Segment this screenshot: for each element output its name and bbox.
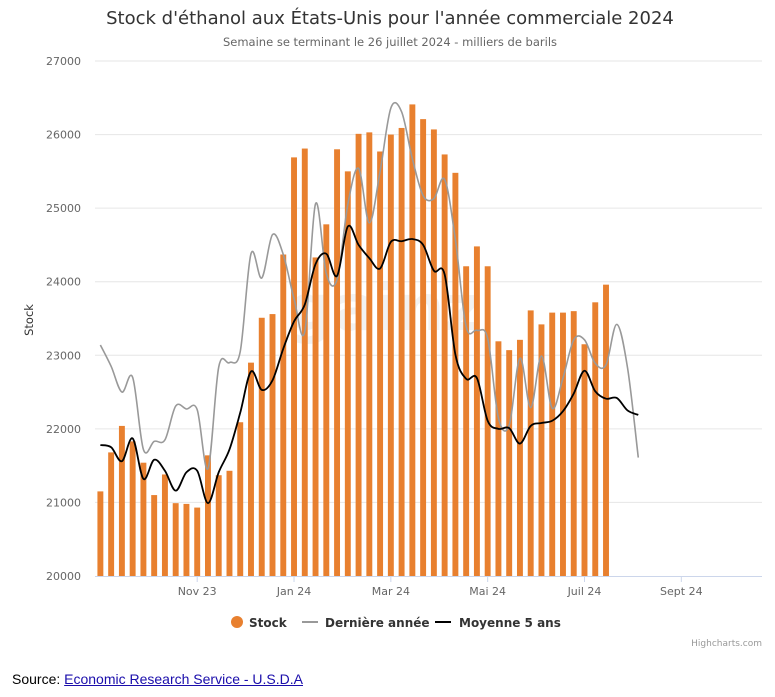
avg5-line[interactable]: [100, 224, 639, 505]
stock-bar[interactable]: [538, 324, 545, 576]
y-tick-label: 27000: [46, 55, 81, 68]
credits-link[interactable]: Highcharts.com: [691, 639, 762, 649]
legend-stock-label: Stock: [249, 616, 288, 630]
y-tick-label: 22000: [46, 423, 81, 436]
legend-avg5-label: Moyenne 5 ans: [459, 616, 561, 630]
stock-bar[interactable]: [355, 133, 362, 577]
stock-bar[interactable]: [301, 148, 308, 577]
y-tick-label: 24000: [46, 276, 81, 289]
stock-bar[interactable]: [366, 132, 373, 576]
stock-bar[interactable]: [473, 246, 480, 576]
stock-bar[interactable]: [269, 314, 276, 576]
y-tick-label: 20000: [46, 570, 81, 583]
legend-item-stock[interactable]: Stock: [231, 616, 288, 630]
y-axis-label: Stock: [22, 304, 36, 336]
x-tick-label: Juil 24: [567, 585, 602, 598]
stock-bar[interactable]: [140, 462, 147, 576]
stock-bar[interactable]: [344, 171, 351, 576]
stock-bar[interactable]: [377, 151, 384, 576]
chart-subtitle: Semaine se terminant le 26 juillet 2024 …: [223, 35, 557, 49]
stock-bar[interactable]: [172, 503, 179, 576]
stock-bar[interactable]: [409, 104, 416, 577]
stock-bar[interactable]: [237, 422, 244, 576]
stock-bar[interactable]: [495, 341, 502, 576]
chart: gainz Stock d'éthanol aux États-Unis pou…: [22, 7, 762, 649]
stock-bar[interactable]: [592, 302, 599, 576]
stock-bar[interactable]: [549, 312, 556, 576]
stock-bar[interactable]: [603, 284, 609, 576]
x-tick-label: Jan 24: [276, 585, 311, 598]
last-year-line[interactable]: [99, 101, 640, 470]
stock-bar[interactable]: [506, 350, 513, 576]
y-tick-label: 25000: [46, 202, 81, 215]
stock-bar[interactable]: [516, 339, 523, 576]
stock-bar[interactable]: [161, 474, 168, 576]
legend-item-avg5[interactable]: Moyenne 5 ans: [435, 616, 561, 630]
stock-bar[interactable]: [226, 470, 233, 576]
stock-bar[interactable]: [248, 362, 254, 576]
stock-bar[interactable]: [118, 425, 125, 576]
legend-item-last-year[interactable]: Dernière année: [302, 616, 430, 630]
stock-bar[interactable]: [560, 312, 566, 576]
source-line: Source: Economic Research Service - U.S.…: [12, 671, 303, 687]
stock-bar[interactable]: [581, 344, 588, 576]
chart-title: Stock d'éthanol aux États-Unis pour l'an…: [106, 7, 674, 29]
stock-bar[interactable]: [280, 254, 287, 576]
stock-bar[interactable]: [420, 119, 427, 576]
x-tick-label: Mar 24: [372, 585, 410, 598]
stock-bar[interactable]: [387, 134, 394, 577]
y-axis-ticks: 20000 21000 22000 23000 24000 25000 26000 27000: [46, 55, 81, 583]
stock-bars: [97, 104, 609, 577]
source-prefix: Source:: [12, 671, 65, 687]
stock-bar[interactable]: [183, 503, 190, 576]
y-tick-label: 23000: [46, 349, 81, 362]
lines: [99, 101, 640, 505]
y-tick-label: 26000: [46, 129, 81, 142]
x-axis: Nov 23 Jan 24 Mar 24 Mai 24 Juil 24 Sept 24: [95, 576, 762, 598]
x-tick-label: Sept 24: [660, 585, 703, 598]
stock-bar[interactable]: [151, 495, 158, 576]
stock-bar[interactable]: [258, 317, 265, 576]
stock-bar[interactable]: [97, 491, 104, 576]
legend-last-year-label: Dernière année: [325, 616, 430, 630]
stock-bar[interactable]: [570, 311, 577, 576]
stock-bar[interactable]: [398, 127, 405, 576]
stock-bar[interactable]: [527, 310, 534, 576]
legend[interactable]: Stock Dernière année Moyenne 5 ans: [231, 616, 561, 630]
stock-bar[interactable]: [334, 149, 341, 577]
source-link[interactable]: Economic Research Service - U.S.D.A: [64, 671, 303, 687]
y-tick-label: 21000: [46, 496, 81, 509]
stock-bar[interactable]: [108, 452, 115, 576]
stock-bar[interactable]: [323, 224, 330, 577]
stock-bar[interactable]: [312, 257, 319, 576]
x-tick-label: Mai 24: [469, 585, 506, 598]
stock-bar[interactable]: [452, 172, 459, 577]
stock-bar[interactable]: [441, 154, 448, 576]
stock-bar[interactable]: [129, 441, 136, 576]
stock-bar[interactable]: [215, 475, 222, 576]
legend-stock-marker: [231, 616, 243, 628]
stock-bar[interactable]: [463, 266, 470, 576]
grid: [95, 60, 762, 503]
stock-bar[interactable]: [205, 455, 211, 576]
stock-bar[interactable]: [291, 157, 297, 576]
stock-bar[interactable]: [430, 129, 437, 576]
x-tick-label: Nov 23: [178, 585, 217, 598]
stock-bar[interactable]: [194, 507, 201, 576]
